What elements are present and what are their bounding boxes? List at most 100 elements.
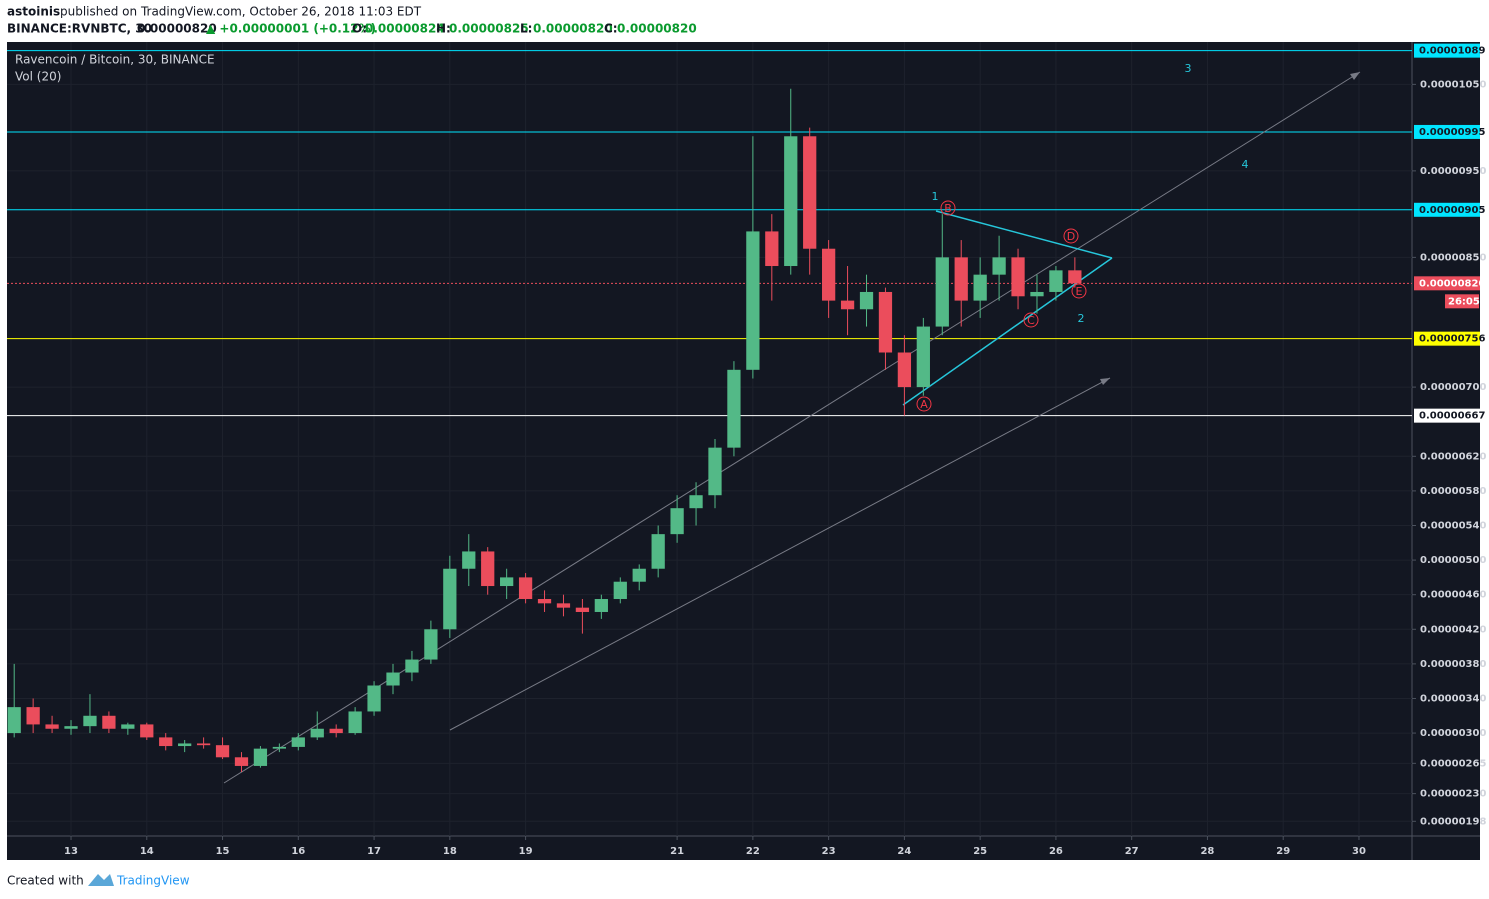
y-tick-label: 0.00000420: [1420, 624, 1486, 635]
x-tick-label: 29: [1276, 846, 1290, 857]
y-tick-label: 0.00000950: [1420, 166, 1486, 177]
ohlc-key: O:: [352, 22, 367, 36]
arrow-head: [1100, 378, 1110, 385]
candle-body: [784, 136, 798, 267]
footer-brand[interactable]: TradingView: [116, 874, 190, 888]
annotation-circle: [916, 396, 932, 412]
annotation-circle: [1063, 228, 1079, 244]
candle-body: [272, 746, 286, 749]
candle-body: [632, 568, 646, 582]
x-tick-label: 18: [443, 846, 457, 857]
price-label-box: [1414, 331, 1480, 346]
x-tick-label: 23: [822, 846, 836, 857]
candle-body: [840, 300, 855, 310]
y-tick-label: 0.00000700: [1420, 382, 1486, 393]
y-tick-label: 0.00000300: [1420, 728, 1486, 739]
wave-letter: A: [920, 398, 928, 411]
wave-letter: C: [1027, 314, 1035, 327]
ohlc-value: 0.00000825: [449, 22, 529, 36]
candle-body: [386, 672, 400, 686]
candle-body: [310, 728, 324, 738]
annotation-circle: [1023, 312, 1039, 328]
candle-body: [102, 715, 116, 729]
y-tick-label: 0.00001050: [1420, 79, 1486, 90]
wave-number: 3: [1185, 62, 1192, 75]
symbol: BINANCE:RVNBTC, 30: [7, 22, 152, 36]
countdown-box: [1445, 294, 1479, 309]
change: ▲ +0.00000001 (+0.12%): [206, 22, 376, 36]
chart-title: Ravencoin / Bitcoin, 30, BINANCE: [15, 53, 215, 67]
candle-body: [916, 326, 930, 388]
candle-body: [822, 248, 836, 301]
candle-body: [878, 291, 893, 353]
x-tick-label: 25: [973, 846, 987, 857]
ohlc-value: 0.00000820: [533, 22, 613, 36]
candle-body: [518, 577, 533, 600]
candle-body: [594, 599, 608, 612]
price-label: 0.00000756: [1419, 334, 1485, 345]
annotation-circle: [1071, 283, 1087, 299]
candle-body: [765, 231, 779, 267]
x-tick-label: 19: [519, 846, 533, 857]
candle-body: [234, 757, 249, 766]
candle-body: [1011, 257, 1025, 297]
candle-body: [670, 508, 684, 535]
candle-body: [462, 551, 476, 569]
y-tick-label: 0.00000580: [1420, 486, 1486, 497]
annotations: 1 2 3 4 A B C D E: [916, 62, 1249, 412]
price-label: 0.00000905: [1419, 205, 1485, 216]
price-label-box: [1414, 276, 1480, 291]
candle-body: [253, 748, 268, 766]
trend-line: [449, 377, 1111, 731]
candle-body: [329, 728, 343, 734]
candles: [7, 88, 1082, 772]
ohlc-key: C:: [604, 22, 618, 36]
candle-body: [481, 551, 495, 587]
arrow-head: [1350, 72, 1360, 80]
candle-body: [727, 369, 741, 448]
ohlc-value: 0.00000820: [617, 22, 697, 36]
candle-body: [575, 607, 590, 612]
annotation-circle: [940, 200, 956, 216]
candle-body: [746, 231, 760, 370]
candle-body: [613, 581, 627, 600]
x-tick-label: 22: [746, 846, 760, 857]
footer-created: Created with: [7, 874, 84, 888]
x-tick-label: 16: [291, 846, 305, 857]
price-label-box: [1414, 43, 1480, 58]
price-label: 0.00000820: [1419, 278, 1485, 289]
x-tick-label: 13: [64, 846, 78, 857]
wave-letter: B: [944, 202, 952, 215]
wave-letter: D: [1067, 230, 1075, 243]
candle-body: [7, 707, 21, 734]
author[interactable]: astoinis: [7, 5, 60, 19]
candle-body: [367, 685, 381, 712]
candle-body: [83, 715, 97, 727]
y-tick-label: 0.00000620: [1420, 451, 1486, 462]
candle-body: [178, 743, 192, 747]
candle-body: [935, 257, 949, 327]
chart-subtitle: Vol (20): [15, 70, 61, 84]
chart-background: [7, 42, 1480, 860]
price-label-box: [1414, 202, 1480, 217]
candle-body: [689, 495, 703, 509]
wave-number: 1: [932, 190, 939, 203]
candle-body: [1030, 291, 1044, 297]
candle-body: [1068, 270, 1082, 284]
candle-body: [651, 534, 665, 569]
x-tick-label: 21: [670, 846, 684, 857]
y-tick-label: 0.00000265: [1420, 758, 1486, 769]
candle-body: [405, 659, 419, 673]
candle-body: [954, 257, 968, 301]
candle-body: [1049, 270, 1063, 292]
price-label: 0.00001089: [1419, 46, 1485, 57]
y-tick-label: 0.00000380: [1420, 659, 1486, 670]
triangle-line: [935, 210, 1113, 259]
price-label-box: [1414, 408, 1480, 423]
y-tick-label: 0.00000540: [1420, 520, 1486, 531]
x-tick-label: 14: [140, 846, 154, 857]
candle-body: [140, 724, 154, 738]
candle-body: [859, 291, 874, 310]
